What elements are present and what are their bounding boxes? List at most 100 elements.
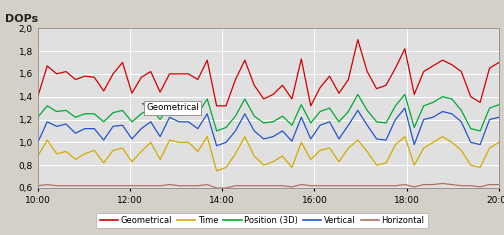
Geometrical: [270, 93, 276, 96]
Time: [280, 155, 286, 157]
Time: [317, 149, 323, 152]
Horizontal: [185, 184, 192, 187]
Geometrical: [336, 92, 342, 95]
Horizontal: [82, 184, 88, 187]
Horizontal: [251, 184, 257, 187]
Vertical: [166, 116, 172, 119]
Horizontal: [242, 184, 248, 187]
Geometrical: [421, 70, 427, 73]
Horizontal: [138, 184, 144, 187]
Horizontal: [317, 184, 323, 187]
Geometrical: [148, 70, 154, 73]
Time: [82, 152, 88, 155]
Time: [138, 150, 144, 153]
Geometrical: [242, 59, 248, 62]
Geometrical: [176, 72, 182, 75]
Horizontal: [411, 185, 417, 188]
Time: [214, 169, 220, 172]
Position (3D): [345, 110, 351, 113]
Horizontal: [35, 184, 41, 187]
Vertical: [496, 116, 502, 119]
Line: Vertical: Vertical: [38, 108, 499, 146]
Horizontal: [280, 184, 286, 187]
Geometrical: [157, 91, 163, 94]
Position (3D): [308, 121, 314, 124]
Time: [421, 147, 427, 149]
Horizontal: [364, 184, 370, 187]
Geometrical: [383, 84, 389, 87]
Horizontal: [393, 184, 399, 187]
Geometrical: [458, 70, 464, 73]
Vertical: [477, 143, 483, 146]
Horizontal: [101, 184, 107, 187]
Time: [477, 166, 483, 169]
Time: [232, 152, 238, 155]
Geometrical: [44, 64, 50, 67]
Position (3D): [63, 109, 69, 112]
Vertical: [486, 118, 492, 121]
Vertical: [204, 112, 210, 115]
Horizontal: [91, 184, 97, 187]
Vertical: [35, 141, 41, 144]
Position (3D): [223, 126, 229, 129]
Horizontal: [223, 187, 229, 189]
Time: [486, 147, 492, 149]
Geometrical: [327, 75, 333, 78]
Time: [289, 166, 295, 169]
Geometrical: [129, 92, 135, 95]
Horizontal: [421, 183, 427, 186]
Geometrical: [82, 75, 88, 78]
Horizontal: [232, 184, 238, 187]
Position (3D): [280, 115, 286, 118]
Vertical: [232, 129, 238, 132]
Position (3D): [289, 124, 295, 127]
Vertical: [308, 137, 314, 140]
Time: [148, 141, 154, 144]
Vertical: [261, 137, 267, 140]
Position (3D): [204, 98, 210, 100]
Geometrical: [364, 70, 370, 73]
Line: Geometrical: Geometrical: [38, 40, 499, 106]
Horizontal: [477, 185, 483, 188]
Vertical: [242, 112, 248, 115]
Position (3D): [214, 129, 220, 132]
Vertical: [355, 109, 361, 112]
Horizontal: [129, 184, 135, 187]
Time: [73, 158, 79, 161]
Position (3D): [157, 118, 163, 121]
Horizontal: [496, 183, 502, 186]
Position (3D): [270, 120, 276, 123]
Horizontal: [430, 183, 436, 186]
Vertical: [411, 143, 417, 146]
Vertical: [421, 118, 427, 121]
Vertical: [336, 137, 342, 140]
Time: [44, 139, 50, 141]
Vertical: [327, 120, 333, 123]
Vertical: [270, 135, 276, 138]
Position (3D): [496, 103, 502, 106]
Position (3D): [91, 112, 97, 115]
Horizontal: [63, 184, 69, 187]
Geometrical: [373, 87, 380, 90]
Time: [91, 149, 97, 152]
Vertical: [345, 124, 351, 127]
Position (3D): [232, 115, 238, 118]
Horizontal: [289, 185, 295, 188]
Time: [63, 150, 69, 153]
Vertical: [53, 125, 59, 128]
Horizontal: [458, 184, 464, 187]
Vertical: [119, 124, 125, 127]
Geometrical: [63, 70, 69, 73]
Time: [270, 160, 276, 163]
Vertical: [185, 120, 192, 123]
Time: [336, 160, 342, 163]
Geometrical: [411, 93, 417, 96]
Time: [251, 155, 257, 157]
Time: [449, 141, 455, 144]
Geometrical: [317, 86, 323, 89]
Position (3D): [421, 104, 427, 107]
Geometrical: [439, 59, 446, 62]
Time: [355, 139, 361, 141]
Geometrical: [223, 104, 229, 107]
Time: [129, 160, 135, 163]
